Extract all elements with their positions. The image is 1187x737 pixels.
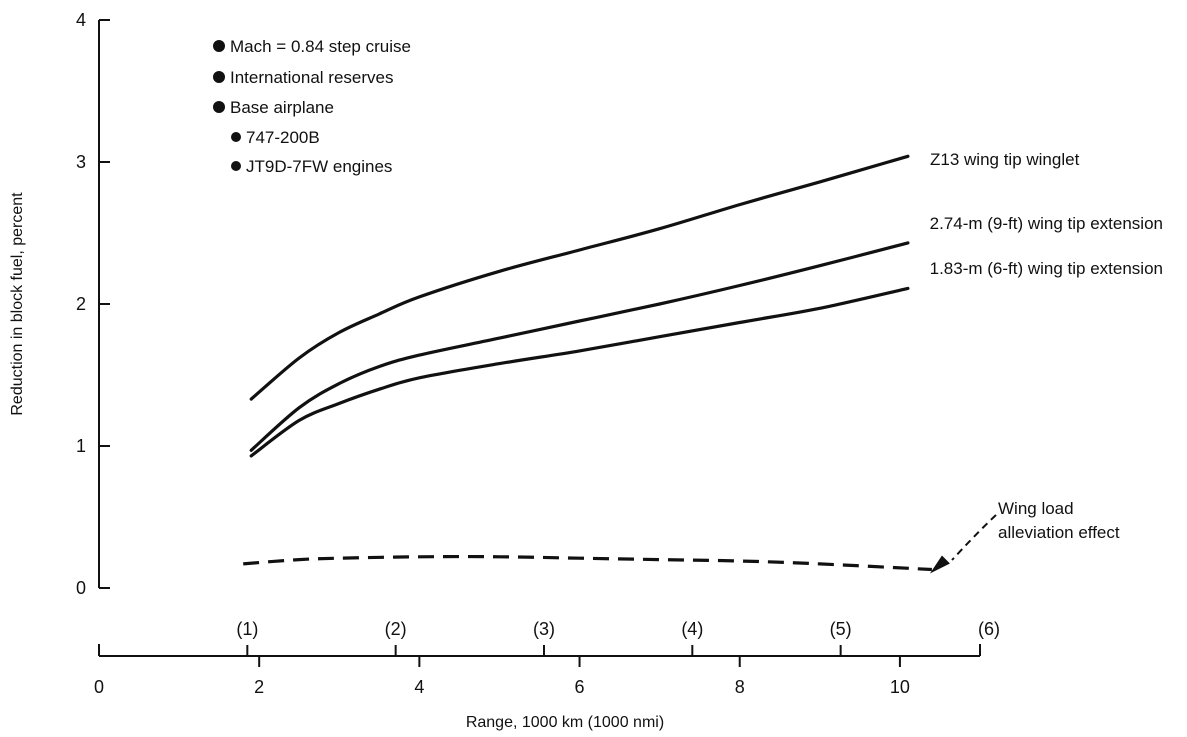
y-tick-label: 1	[76, 436, 86, 456]
x-secondary-tick-label: (5)	[830, 619, 852, 639]
annotation-text: Wing load	[998, 499, 1074, 518]
x-secondary-tick-label: (1)	[236, 619, 258, 639]
labels-layer: Z13 wing tip winglet 2.74-m (9-ft) wing t…	[930, 150, 1163, 574]
y-axis-title: Reduction in block fuel, percent	[9, 192, 26, 416]
bullet-icon	[231, 161, 241, 171]
annotation-arrowhead	[929, 555, 950, 574]
x-tick-label: 10	[890, 677, 910, 697]
series-layer	[243, 154, 932, 572]
y-tick-label: 0	[76, 578, 86, 598]
bullet-icon	[231, 132, 241, 142]
series-load-alleviation-line	[243, 554, 932, 572]
series-label: Z13 wing tip winglet	[930, 150, 1080, 169]
annotation-leader-line	[951, 514, 997, 561]
x-axis-title: Range, 1000 km (1000 nmi)	[466, 714, 664, 731]
x-tick-label: 8	[735, 677, 745, 697]
x-secondary-tick-label: (6)	[978, 619, 1000, 639]
series-6ft-extension-line	[249, 286, 910, 458]
series-winglet-line	[249, 154, 910, 401]
y-tick-label: 3	[76, 152, 86, 172]
annotation-text: alleviation effect	[998, 523, 1120, 542]
axes: 0 1 2 3 4 Reduction in block fuel, percent 0 2 4…	[9, 10, 1000, 731]
y-tick-label: 4	[76, 10, 86, 30]
x-tick-label: 6	[575, 677, 585, 697]
note-text: 747-200B	[246, 128, 320, 147]
bullet-icon	[213, 71, 225, 83]
note-text: JT9D-7FW engines	[246, 157, 392, 176]
bullet-icon	[213, 40, 225, 52]
series-label: 2.74-m (9-ft) wing tip extension	[930, 214, 1163, 233]
note-text: Mach = 0.84 step cruise	[230, 37, 411, 56]
y-tick-label: 2	[76, 294, 86, 314]
note-text: International reserves	[230, 68, 393, 87]
x-tick-label: 0	[94, 677, 104, 697]
notes-legend: Mach = 0.84 step cruise International res…	[213, 37, 411, 176]
bullet-icon	[213, 101, 225, 113]
x-tick-label: 4	[414, 677, 424, 697]
series-label: 1.83-m (6-ft) wing tip extension	[930, 259, 1163, 278]
x-tick-label: 2	[254, 677, 264, 697]
series-9ft-extension-line	[249, 241, 910, 452]
note-text: Base airplane	[230, 98, 334, 117]
x-secondary-tick-label: (3)	[533, 619, 555, 639]
x-secondary-tick-label: (2)	[385, 619, 407, 639]
x-secondary-tick-label: (4)	[681, 619, 703, 639]
